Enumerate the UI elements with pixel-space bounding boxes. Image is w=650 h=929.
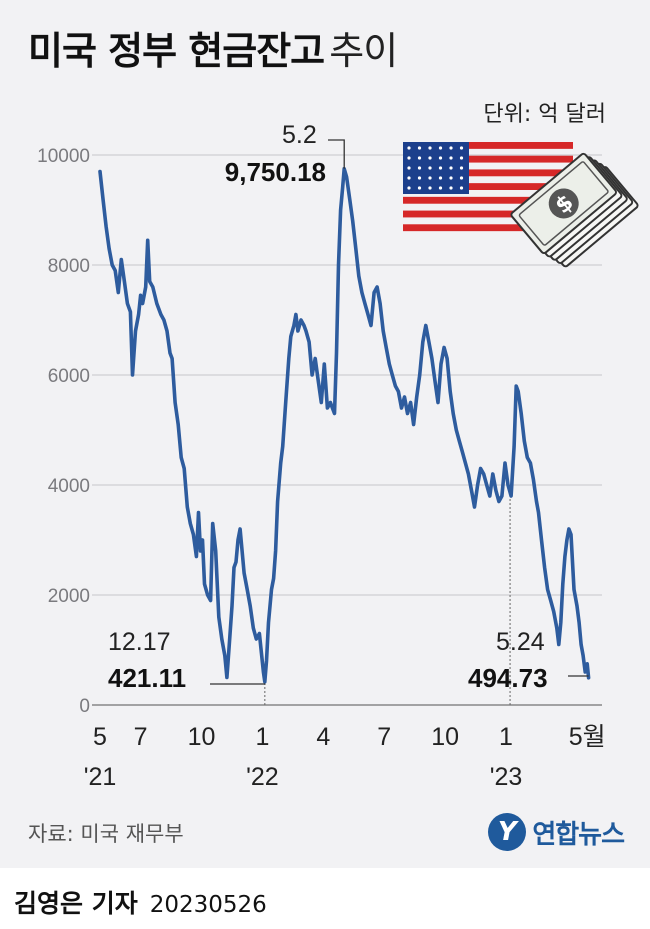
annotation-value: 494.73	[468, 663, 548, 693]
x-year-label: '22	[246, 763, 279, 791]
title-light: 추이	[329, 29, 398, 73]
y-tick-label: 2000	[48, 586, 90, 607]
x-tick-label: 4	[316, 723, 330, 751]
x-year-label: '23	[490, 763, 523, 791]
annotation-date: 5.24	[496, 628, 545, 656]
y-tick-label: 8000	[48, 256, 90, 277]
flag-stripe	[403, 142, 573, 149]
flag-star	[449, 156, 453, 160]
flag-star	[438, 156, 443, 160]
logo-mark-icon: Y	[488, 813, 527, 851]
flag-star	[438, 186, 443, 190]
flag-star	[417, 156, 422, 160]
flag-star	[417, 176, 422, 180]
logo-text: 연합뉴스	[532, 819, 625, 850]
flag-star	[428, 156, 432, 160]
flag-stripe	[403, 169, 573, 177]
y-tick-label: 4000	[48, 476, 90, 497]
flag-star	[407, 166, 411, 170]
flag-stripe	[403, 224, 573, 232]
dollar-coin-mark	[548, 188, 579, 219]
chart-title: 미국 정부 현금잔고 추이	[28, 20, 398, 75]
x-tick-label: 10	[188, 723, 216, 751]
flag-star	[407, 186, 411, 190]
flag-star	[417, 146, 422, 150]
flag-stripe	[403, 196, 573, 204]
flag-stripe	[403, 210, 573, 218]
cash-balance-line	[98, 166, 591, 684]
flag-star	[407, 146, 411, 150]
x-tick-label: 1	[499, 723, 513, 751]
x-tick-label: 7	[377, 723, 391, 751]
flag-star	[459, 146, 464, 150]
flag-star	[407, 176, 411, 180]
flag-canton	[403, 142, 469, 194]
x-tick-label: 5	[93, 723, 107, 751]
flag-stripe	[403, 155, 573, 163]
x-tick-label: 7	[134, 723, 148, 751]
cash-stack-icon: $	[510, 152, 639, 268]
flag-star	[459, 156, 464, 160]
flag-star	[417, 186, 422, 190]
y-tick-label: 0	[79, 696, 90, 717]
source-note: 자료: 미국 재무부	[28, 822, 184, 846]
flag-stripe	[403, 183, 573, 190]
y-tick-label: 6000	[48, 366, 90, 387]
flag-star	[449, 146, 453, 150]
publish-date: 20230526	[149, 892, 267, 918]
flag-star	[428, 166, 432, 170]
flag-star	[449, 186, 453, 190]
flag-star	[449, 166, 453, 170]
flag-star	[438, 166, 443, 170]
unit-label: 단위: 억 달러	[483, 102, 606, 127]
x-tick-label: 1	[255, 723, 269, 751]
flag-star	[428, 176, 432, 180]
flag-star	[459, 176, 464, 180]
flag-star	[459, 166, 464, 170]
us-flag-and-cash-illustration: $	[403, 142, 639, 268]
flag-star	[438, 176, 443, 180]
flag-star	[438, 146, 443, 150]
reporter-credit: 김영은 기자 20230526	[14, 884, 267, 920]
annotation-date: 12.17	[108, 628, 171, 656]
reporter-name: 김영은 기자	[14, 889, 138, 918]
yonhap-logo: Y 연합뉴스	[488, 810, 625, 854]
footer-bar: 김영은 기자 20230526	[0, 868, 650, 929]
flag-star	[459, 186, 464, 190]
annotation-value: 421.11	[108, 663, 186, 693]
y-tick-label: 10000	[37, 146, 90, 167]
annotation-date: 5.2	[282, 121, 317, 149]
cash-bill-border	[518, 161, 609, 246]
annotation-leader	[328, 139, 345, 169]
flag-star	[407, 156, 411, 160]
flag-star	[417, 166, 422, 170]
flag-star	[428, 186, 432, 190]
x-year-label: '21	[84, 763, 117, 791]
flag-star	[428, 146, 432, 150]
flag-star	[449, 176, 453, 180]
x-tick-label: 10	[431, 723, 459, 751]
x-tick-label: 5월	[569, 723, 606, 751]
annotation-value: 9,750.18	[225, 157, 326, 187]
title-bold: 미국 정부 현금잔고	[28, 29, 325, 73]
